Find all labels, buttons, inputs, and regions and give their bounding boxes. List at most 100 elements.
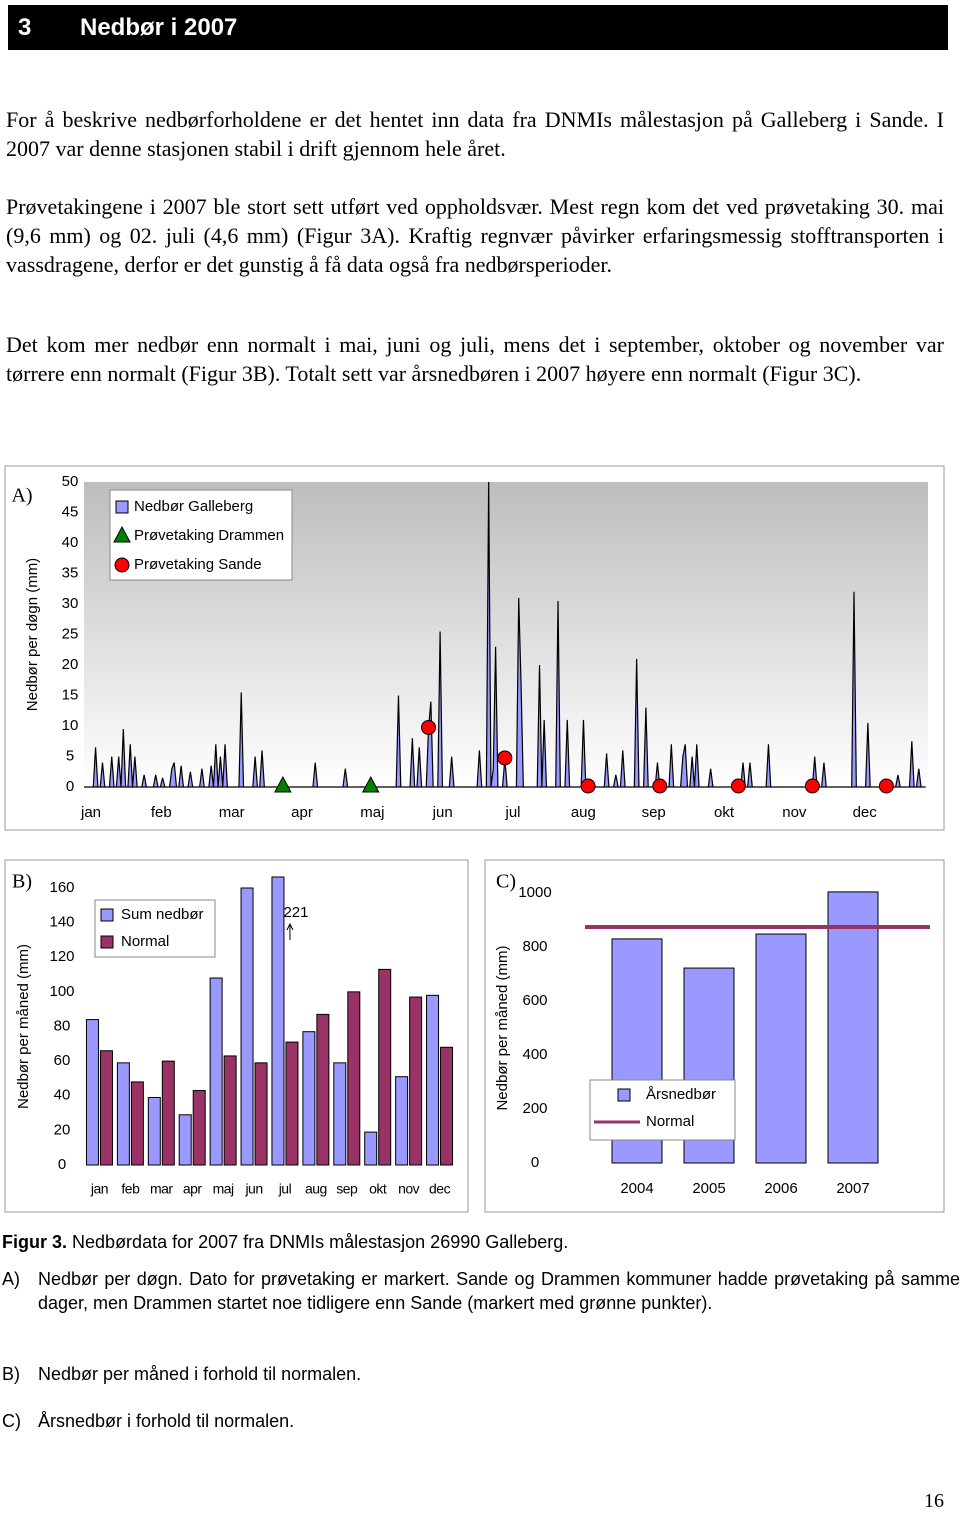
sample-marker <box>361 775 380 793</box>
x-tick-label: feb <box>121 1181 140 1197</box>
x-tick-label: aug <box>305 1181 327 1197</box>
x-tick-label: sep <box>336 1181 358 1197</box>
legend-label: Årsnedbør <box>646 1086 716 1103</box>
x-tick-label: mar <box>219 804 245 821</box>
x-tick-label: 2007 <box>836 1180 869 1197</box>
y-tick-label: 120 <box>49 948 74 965</box>
sample-marker <box>804 778 820 794</box>
paragraph: For å beskrive nedbørforholdene er det h… <box>6 107 944 161</box>
legend-box <box>94 899 216 958</box>
bar <box>130 1081 144 1166</box>
section-title: Nedbør i 2007 <box>80 14 238 41</box>
bar <box>209 977 223 1166</box>
bar <box>147 1096 161 1166</box>
x-tick-label: nov <box>782 804 807 821</box>
legend-box <box>109 489 293 581</box>
caption: Figur 3. Nedbørdata for 2007 fra DNMIs m… <box>2 1230 568 1254</box>
sample-marker <box>421 719 437 735</box>
x-tick-label: 2004 <box>620 1180 653 1197</box>
x-tick-label: 2005 <box>692 1180 725 1197</box>
bar <box>178 1114 192 1166</box>
x-tick-label: apr <box>291 804 313 821</box>
legend-swatch <box>100 908 114 922</box>
y-tick-label: 5 <box>66 747 74 764</box>
y-tick-label: 45 <box>62 503 79 520</box>
x-tick-label: okt <box>714 804 735 821</box>
bar <box>161 1060 175 1166</box>
precipitation-area <box>84 482 926 788</box>
x-tick-label: sep <box>642 804 666 821</box>
paragraph: Prøvetakingene i 2007 ble stort sett utf… <box>6 194 944 277</box>
y-axis-label: Nedbør per måned (mm) <box>494 945 511 1110</box>
x-tick-label: jan <box>90 1181 108 1197</box>
panel-label: C) <box>496 871 516 893</box>
bar <box>116 1062 130 1166</box>
x-tick-label: jul <box>278 1181 292 1197</box>
x-tick-label: maj <box>360 804 384 821</box>
bar <box>85 1019 99 1166</box>
bar <box>827 891 879 1164</box>
figure: A) Nedbør per døgn (mm) 0 5 10 15 20 25 30 35 40 45… <box>4 465 945 1213</box>
y-tick-label: 160 <box>49 879 74 896</box>
bar <box>347 991 361 1166</box>
note: C) Årsnedbør i forhold til normalen. <box>2 1409 960 1433</box>
x-tick-label: dec <box>853 804 878 821</box>
y-tick-label: 0 <box>66 778 74 795</box>
note-label: B) <box>2 1364 20 1384</box>
bar <box>333 1062 347 1166</box>
bar <box>271 876 285 1166</box>
y-tick-label: 140 <box>49 914 74 931</box>
legend-swatch <box>100 935 114 949</box>
x-tick-label: maj <box>213 1181 234 1197</box>
bar <box>240 887 254 1166</box>
bar <box>302 1031 316 1166</box>
bar <box>409 996 423 1166</box>
panel-label: B) <box>12 871 32 893</box>
legend-label: Normal <box>646 1113 694 1130</box>
legend-swatch <box>115 500 129 514</box>
bar <box>755 933 807 1164</box>
legend-label: Sum nedbør <box>121 906 204 923</box>
note-text: Nedbør per måned i forhold til normalen. <box>38 1364 362 1384</box>
x-tick-label: jun <box>432 804 453 821</box>
x-tick-label: jun <box>244 1181 262 1197</box>
y-tick-label: 15 <box>62 686 79 703</box>
y-tick-label: 40 <box>62 534 79 551</box>
x-tick-label: jan <box>80 804 101 821</box>
legend-label: Normal <box>121 933 169 950</box>
legend-label: Prøvetaking Sande <box>134 556 262 573</box>
note: B) Nedbør per måned i forhold til normale… <box>2 1362 960 1386</box>
y-axis-label: Nedbør per måned (mm) <box>15 944 32 1109</box>
x-tick-label: jul <box>504 804 520 821</box>
y-tick-label: 0 <box>531 1154 539 1171</box>
y-tick-label: 200 <box>522 1100 547 1117</box>
paragraph: Det kom mer nedbør enn normalt i mai, ju… <box>6 332 944 386</box>
section-header: 3 Nedbør i 2007 <box>8 5 948 50</box>
y-tick-label: 30 <box>62 595 79 612</box>
bar <box>254 1062 268 1166</box>
bar <box>440 1046 454 1166</box>
sample-marker <box>652 778 668 794</box>
note-label: A) <box>2 1269 20 1289</box>
x-tick-label: okt <box>369 1181 387 1197</box>
note-text: Årsnedbør i forhold til normalen. <box>38 1411 295 1431</box>
section-number: 3 <box>18 14 32 41</box>
y-tick-label: 400 <box>522 1046 547 1063</box>
y-tick-label: 100 <box>49 983 74 1000</box>
x-tick-label: 2006 <box>764 1180 797 1197</box>
x-tick-label: apr <box>183 1181 203 1197</box>
y-tick-label: 0 <box>58 1156 66 1173</box>
bar <box>378 968 392 1166</box>
page-number: 16 <box>924 1490 944 1512</box>
sample-marker <box>113 525 131 543</box>
x-tick-label: dec <box>429 1181 451 1197</box>
y-tick-label: 25 <box>62 625 79 642</box>
label-arrow <box>286 922 294 940</box>
y-tick-label: 600 <box>522 992 547 1009</box>
bar <box>426 994 440 1166</box>
sample-marker <box>497 750 513 766</box>
caption-label: Figur 3. <box>2 1232 68 1252</box>
legend-label: Prøvetaking Drammen <box>134 527 284 544</box>
x-tick-label: feb <box>151 804 172 821</box>
